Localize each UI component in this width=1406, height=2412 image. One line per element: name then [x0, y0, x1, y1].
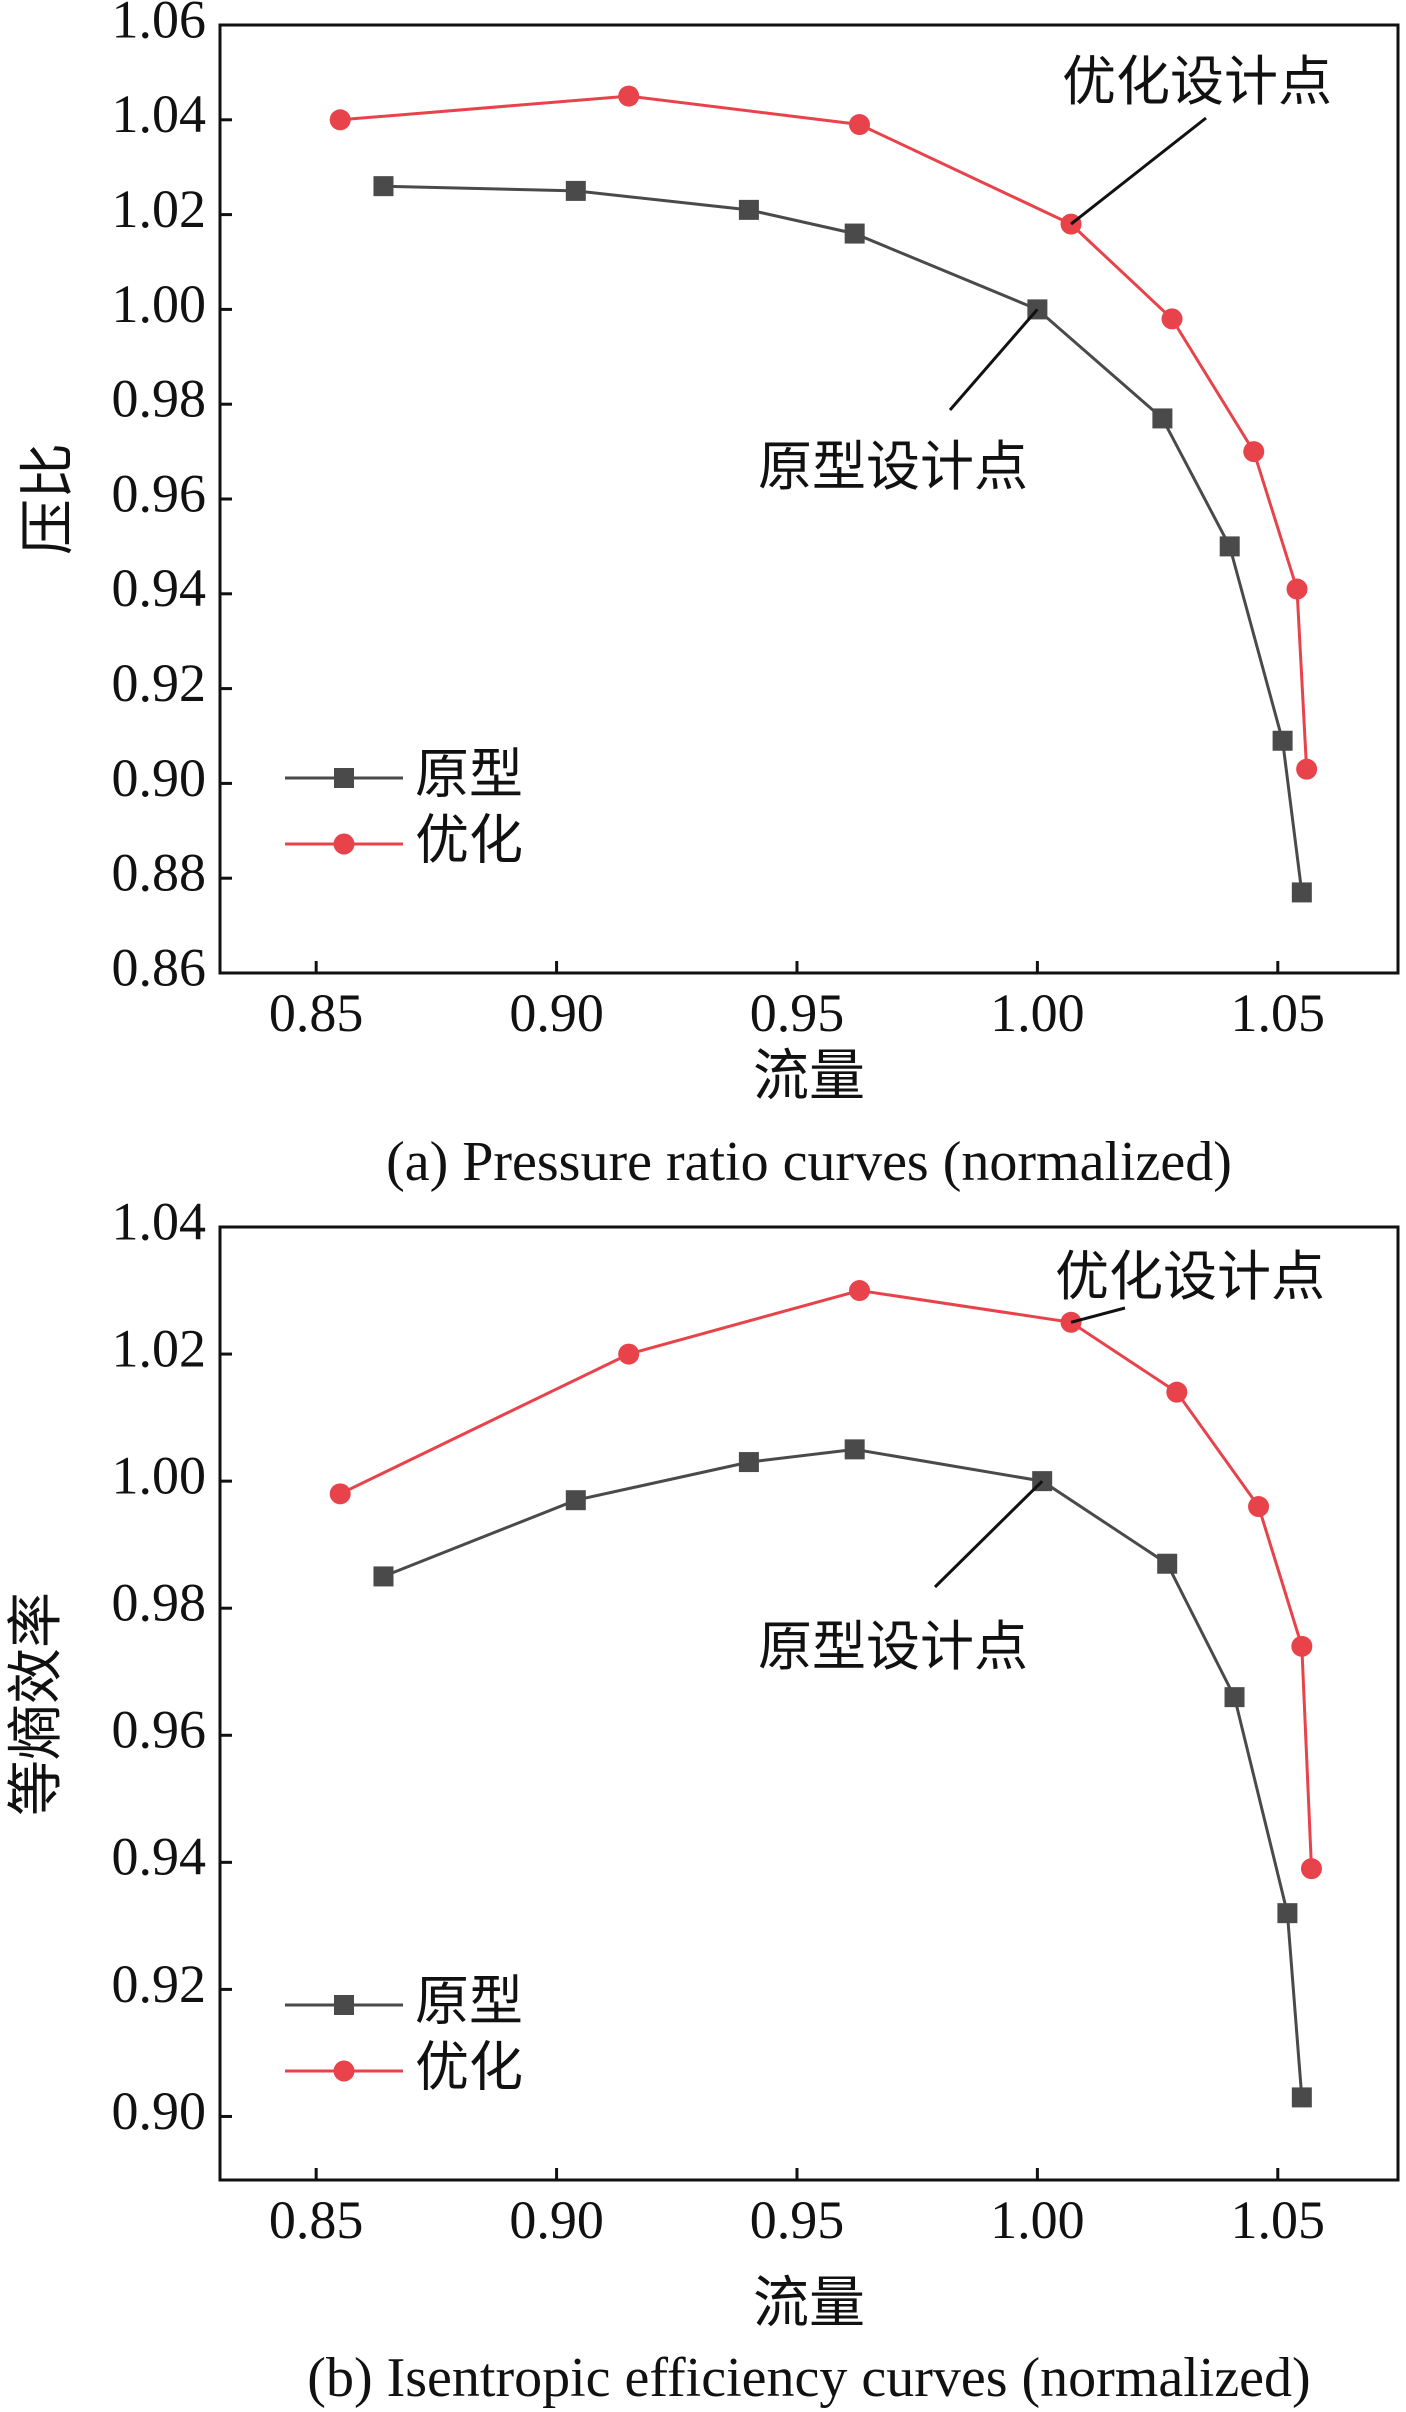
y-axis-label: 压比 [16, 443, 81, 555]
data-point [565, 180, 586, 201]
data-point [1152, 408, 1173, 429]
data-point [618, 85, 640, 107]
y-tick-label: 0.88 [112, 843, 207, 903]
data-point [1291, 2087, 1312, 2108]
y-tick-label: 0.90 [112, 2081, 207, 2141]
annotation-leader-line [1070, 116, 1207, 226]
x-tick-label: 1.05 [1231, 983, 1326, 1043]
series-line [340, 94, 1309, 770]
panel-pressure-ratio: 压比 流量 (a) Pressure ratio curves (normali… [16, 0, 1400, 1193]
series-prototype [373, 176, 1312, 903]
x-axis-label: 流量 [753, 2271, 865, 2336]
legend-label: 优化 [415, 809, 523, 872]
annotation-label: 优化设计点 [1055, 1245, 1325, 1308]
y-tick-label: 1.04 [112, 1191, 207, 1251]
legend-label: 优化 [415, 2036, 523, 2099]
x-tick-label: 0.85 [269, 2190, 364, 2250]
data-point [738, 1452, 759, 1473]
data-point [1243, 441, 1265, 463]
data-point [1277, 1903, 1298, 1924]
data-point [1219, 536, 1240, 557]
y-tick-label: 1.06 [112, 0, 207, 49]
data-point [1286, 578, 1308, 600]
legend-marker [334, 768, 354, 788]
legend-label: 原型 [415, 743, 523, 806]
panel-caption: (a) Pressure ratio curves (normalized) [386, 1131, 1232, 1193]
data-point [329, 109, 351, 131]
data-point [329, 1483, 351, 1505]
y-tick-label: 0.92 [112, 1954, 207, 2014]
legend-marker [333, 833, 355, 855]
data-point [1291, 882, 1312, 903]
annotation-label: 原型设计点 [758, 435, 1028, 498]
legend-marker [333, 2060, 355, 2082]
axis-ticks: 0.85 0.90 0.95 1.00 1.05 0.90 0.92 0.94 0.96 0.98… [112, 1191, 1326, 2250]
data-point [1272, 730, 1293, 751]
y-tick-label: 0.96 [112, 463, 207, 523]
y-tick-label: 0.96 [112, 1700, 207, 1760]
y-tick-label: 0.98 [112, 1573, 207, 1633]
x-tick-label: 0.95 [750, 2190, 845, 2250]
annotation-label: 原型设计点 [758, 1615, 1028, 1678]
y-tick-label: 1.02 [112, 179, 207, 239]
x-tick-label: 1.00 [990, 2190, 1085, 2250]
y-axis-label: 等熵效率 [4, 1592, 69, 1816]
annotation-leader-line [933, 1480, 1044, 1589]
data-point [1224, 1687, 1245, 1708]
data-point [848, 1280, 870, 1302]
legend-label: 原型 [415, 1970, 523, 2033]
data-point [844, 223, 865, 244]
data-point [1296, 758, 1318, 780]
plot-frame [218, 23, 1400, 975]
annotation-label: 优化设计点 [1062, 50, 1332, 113]
x-tick-label: 1.05 [1231, 2190, 1326, 2250]
data-point [373, 1566, 394, 1587]
y-tick-label: 0.86 [112, 937, 207, 997]
data-point [565, 1490, 586, 1511]
annotation-leader-line [948, 308, 1039, 411]
axis-ticks: 0.85 0.90 0.95 1.00 1.05 0.86 0.88 0.90 0.92 0.94… [112, 0, 1326, 1043]
series-optimized [329, 1280, 1322, 1880]
data-point [1248, 1496, 1270, 1518]
plot-frame [218, 1225, 1400, 2182]
data-point [844, 1439, 865, 1460]
data-point [1161, 308, 1183, 330]
x-tick-label: 0.85 [269, 983, 364, 1043]
data-point [1166, 1381, 1188, 1403]
data-point [1300, 1858, 1322, 1880]
data-point [848, 114, 870, 136]
x-tick-label: 0.95 [750, 983, 845, 1043]
x-tick-label: 0.90 [509, 983, 604, 1043]
y-tick-label: 0.90 [112, 748, 207, 808]
y-tick-label: 0.94 [112, 558, 207, 618]
y-tick-label: 1.04 [112, 84, 207, 144]
x-tick-label: 1.00 [990, 983, 1085, 1043]
y-tick-label: 1.00 [112, 274, 207, 334]
data-point [1291, 1635, 1313, 1657]
series-line [339, 1288, 1313, 1869]
y-tick-label: 0.98 [112, 369, 207, 429]
y-tick-label: 0.94 [112, 1827, 207, 1887]
data-point [373, 176, 394, 197]
y-tick-label: 1.00 [112, 1446, 207, 1506]
data-point [618, 1343, 640, 1365]
data-point [1157, 1553, 1178, 1574]
y-tick-label: 0.92 [112, 653, 207, 713]
data-point [738, 199, 759, 220]
annotation-leader-line [1070, 1306, 1126, 1324]
panel-caption: (b) Isentropic efficiency curves (normal… [307, 2347, 1310, 2409]
x-tick-label: 0.90 [509, 2190, 604, 2250]
panel-isentropic-efficiency: 等熵效率 流量 (b) Isentropic efficiency curves… [4, 1191, 1400, 2409]
x-axis-label: 流量 [753, 1044, 865, 1109]
y-tick-label: 1.02 [112, 1318, 207, 1378]
legend-marker [334, 1995, 354, 2015]
